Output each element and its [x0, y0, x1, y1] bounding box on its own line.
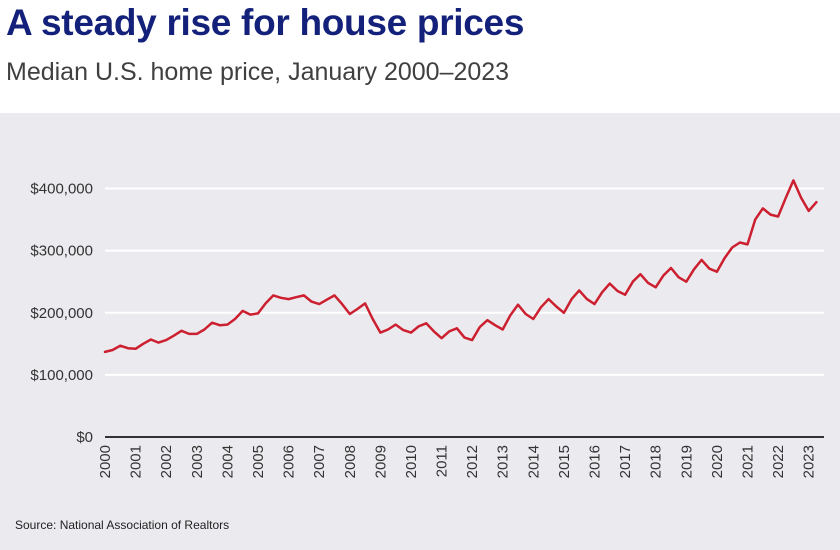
series-layer — [103, 179, 818, 354]
x-tick-label: 2010 — [403, 445, 420, 478]
x-tick-label: 2022 — [770, 445, 787, 478]
gridlines — [105, 187, 824, 438]
x-tick-label: 2013 — [495, 445, 512, 478]
x-tick-label: 2000 — [97, 445, 114, 478]
x-tick-label: 2003 — [189, 445, 206, 478]
x-tick-label: 2014 — [525, 445, 542, 478]
chart-panel: $0 $100,000 $200,000 $300,000 $400,000 2000 2… — [0, 113, 840, 550]
x-tick-label: 2020 — [709, 445, 726, 478]
x-tick-label: 2005 — [250, 445, 267, 478]
y-axis-ticks: $0 $100,000 $200,000 $300,000 $400,000 — [30, 181, 93, 447]
y-tick-label: $0 — [76, 429, 93, 446]
y-tick-label: $100,000 — [30, 367, 93, 384]
x-tick-label: 2008 — [342, 445, 359, 478]
y-tick-label: $300,000 — [30, 243, 93, 260]
x-tick-label: 2015 — [556, 445, 573, 478]
x-tick-label: 2016 — [587, 445, 604, 478]
x-tick-label: 2021 — [740, 445, 757, 478]
x-tick-label: 2011 — [434, 445, 451, 477]
y-tick-label: $400,000 — [30, 181, 93, 198]
chart-subtitle: Median U.S. home price, January 2000–202… — [6, 58, 510, 86]
x-tick-label: 2009 — [372, 445, 389, 478]
x-tick-label: 2019 — [678, 445, 695, 478]
x-tick-label: 2007 — [311, 445, 328, 478]
chart-title: A steady rise for house prices — [6, 2, 525, 43]
source-note: Source: National Association of Realtors — [15, 518, 230, 532]
y-tick-label: $200,000 — [30, 305, 93, 322]
x-tick-label: 2006 — [281, 445, 298, 478]
x-tick-label: 2004 — [219, 445, 236, 478]
x-tick-label: 2018 — [648, 445, 665, 478]
x-axis-ticks: 2000 2001 2002 2003 2004 2005 2006 2007 2008 2009… — [97, 445, 818, 478]
x-tick-label: 2012 — [464, 445, 481, 478]
x-tick-label: 2001 — [128, 445, 145, 478]
line-chart: $0$100,000$200,000$300,000$400,000 2000 2… — [30, 179, 824, 478]
x-tick-label: 2002 — [158, 445, 175, 478]
series-line-median-price — [103, 179, 818, 354]
x-tick-label: 2017 — [617, 445, 634, 478]
x-tick-label: 2023 — [801, 445, 818, 478]
